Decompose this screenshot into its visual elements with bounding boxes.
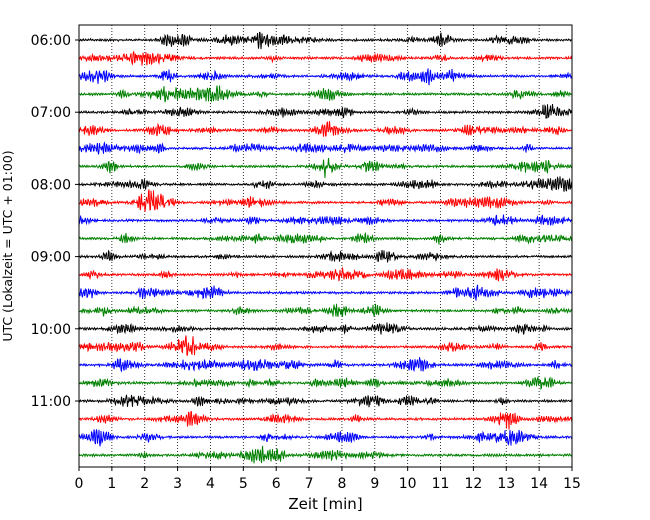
x-tick-label: 10 <box>399 476 417 492</box>
trace-row-0615 <box>78 50 573 66</box>
x-tick-label: 5 <box>239 476 248 492</box>
y-tick-label: 10:00 <box>31 322 71 338</box>
x-tick-label: 3 <box>173 476 182 492</box>
trace-row-1045 <box>78 375 573 391</box>
trace-row-0700 <box>78 103 573 119</box>
y-tick-label: 07:00 <box>31 105 71 121</box>
y-tick-label: 09:00 <box>31 250 71 266</box>
x-tick-label: 4 <box>206 476 215 492</box>
trace-row-0600 <box>78 31 573 50</box>
y-tick-label: 06:00 <box>31 33 71 49</box>
x-axis-label: Zeit [min] <box>288 495 362 513</box>
trace-row-1000 <box>78 322 573 335</box>
trace-row-0930 <box>78 284 573 301</box>
trace-row-0815 <box>78 189 573 212</box>
trace-row-0745 <box>78 157 573 178</box>
trace-row-0845 <box>78 232 573 245</box>
y-tick-label: 08:00 <box>31 177 71 193</box>
trace-row-1145 <box>78 445 573 464</box>
plot-frame <box>78 24 573 468</box>
trace-row-1030 <box>78 357 573 373</box>
y-tick-label: 11:00 <box>31 394 71 410</box>
seismogram-traces <box>78 31 573 464</box>
x-tick-label: 13 <box>497 476 515 492</box>
x-tick-label: 12 <box>464 476 482 492</box>
x-tick-label: 6 <box>272 476 281 492</box>
x-tick-label: 0 <box>75 476 84 492</box>
x-tick-label: 7 <box>305 476 314 492</box>
trace-row-1015 <box>78 335 573 356</box>
x-tick-label: 8 <box>337 476 346 492</box>
trace-row-1100 <box>78 394 573 408</box>
trace-row-0945 <box>78 303 573 318</box>
trace-row-0715 <box>78 121 573 137</box>
y-axis-ticks: 06:00 07:00 08:00 09:00 10:00 11:00 <box>31 33 79 410</box>
x-tick-label: 15 <box>563 476 581 492</box>
x-tick-label: 14 <box>530 476 548 492</box>
trace-row-0800 <box>78 175 573 192</box>
y-axis-label: UTC (Lokalzeit = UTC + 01:00) <box>0 150 15 341</box>
x-tick-label: 9 <box>370 476 379 492</box>
trace-row-0645 <box>78 85 573 103</box>
trace-row-1130 <box>78 429 573 447</box>
trace-row-0630 <box>78 68 573 86</box>
trace-row-0915 <box>78 267 573 282</box>
x-tick-label: 2 <box>140 476 149 492</box>
x-tick-label: 11 <box>432 476 450 492</box>
x-tick-label: 1 <box>107 476 116 492</box>
trace-row-0730 <box>78 141 573 155</box>
x-axis-ticks: 0 1 2 3 4 5 6 7 8 9 10 11 12 13 14 15 <box>75 467 581 492</box>
trace-row-1115 <box>78 410 573 430</box>
trace-row-0900 <box>78 249 573 263</box>
trace-row-0830 <box>78 214 573 227</box>
